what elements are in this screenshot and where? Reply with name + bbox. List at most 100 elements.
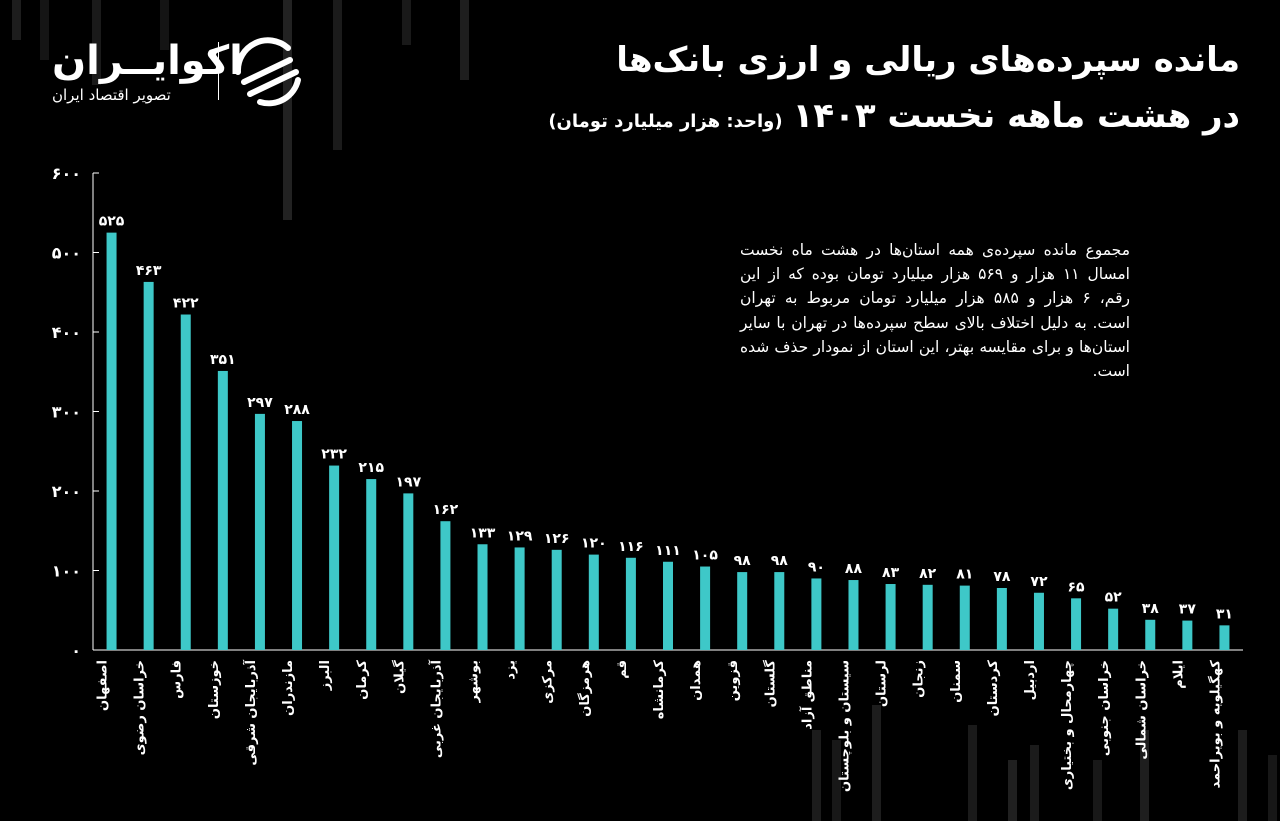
bar-value-label: ۲۹۷ (247, 395, 273, 411)
chart-subtitle: در هشت ماهه نخست ۱۴۰۳ (792, 96, 1240, 136)
bar-value-label: ۳۷ (1179, 602, 1197, 618)
bar-value-label: ۲۱۵ (358, 460, 384, 476)
x-tick-label: چهارمحال و بختیاری (1060, 660, 1075, 790)
bar (254, 413, 265, 650)
brand-name: اکوایــران (52, 38, 243, 84)
decoration-bar (460, 0, 469, 80)
bar-value-label: ۳۸ (1142, 601, 1160, 617)
bar-value-label: ۹۸ (734, 553, 752, 569)
decoration-bar (283, 0, 292, 220)
bar (217, 370, 228, 650)
chart-title: مانده سپرده‌های ریالی و ارزی بانک‌ها (616, 40, 1240, 80)
bar (440, 521, 451, 650)
decoration-bar (872, 705, 881, 821)
decoration-bar (402, 0, 411, 45)
bar-value-label: ۹۰ (808, 559, 825, 575)
bar (848, 580, 859, 650)
bar (663, 561, 673, 650)
bar (514, 547, 525, 650)
x-tick-label: خراسان جنوبی (1097, 660, 1112, 756)
decoration-bar (812, 730, 821, 821)
x-tick-label: مازندران (281, 660, 296, 716)
x-tick-label: ایلام (1171, 660, 1186, 689)
bar (1033, 592, 1044, 650)
bar-value-label: ۱۰۵ (692, 548, 718, 564)
decoration-bar (40, 0, 49, 60)
bar (922, 584, 933, 650)
y-tick-label: ۳۰۰ (52, 403, 81, 422)
bar-value-label: ۲۳۲ (321, 447, 347, 463)
x-tick-label: کهگیلویه و بویراحمد (1207, 660, 1223, 789)
bar (737, 572, 748, 650)
bar-value-label: ۳۱ (1216, 606, 1233, 622)
bar-value-label: ۱۱۱ (655, 543, 681, 559)
bar (292, 421, 303, 650)
bar (996, 587, 1007, 650)
decoration-bar (92, 0, 101, 85)
bar (625, 557, 636, 650)
bar (180, 314, 191, 650)
decoration-bar (1008, 760, 1017, 821)
bar-value-label: ۳۵۱ (210, 352, 236, 368)
y-tick-label: ۶۰۰ (52, 164, 81, 183)
bar-value-label: ۸۱ (956, 567, 973, 583)
bar-value-label: ۵۲۵ (99, 214, 125, 230)
x-tick-label: قم (615, 660, 630, 679)
x-tick-label: مناطق آزاد (798, 660, 815, 730)
bar-value-label: ۲۸۸ (284, 402, 310, 418)
x-tick-label: سمنان (949, 660, 964, 703)
bar-value-label: ۹۸ (771, 553, 789, 569)
bar (106, 232, 117, 650)
x-tick-label: اردبیل (1023, 660, 1038, 700)
x-tick-label: آذربایجان شرقی (242, 659, 259, 765)
decoration-bar (1030, 745, 1039, 821)
x-tick-label: هرمزگان (577, 660, 593, 717)
bar-value-label: ۱۱۶ (618, 539, 644, 555)
x-tick-label: یزد (504, 660, 519, 680)
bar-value-label: ۴۲۲ (173, 296, 199, 312)
bar (774, 572, 785, 650)
bar (588, 554, 599, 650)
decoration-bar (1140, 730, 1149, 821)
bar-value-label: ۴۶۳ (136, 263, 162, 279)
bar-value-label: ۱۲۰ (581, 536, 607, 552)
x-tick-label: خوزستان (207, 660, 222, 719)
x-tick-label: گیلان (391, 660, 407, 694)
x-tick-label: همدان (689, 660, 704, 701)
decoration-bar (832, 740, 841, 821)
y-tick-label: ۲۰۰ (52, 482, 81, 501)
bar (885, 584, 896, 650)
chart-note: مجموع مانده سپرده‌ی همه استان‌ها در هشت … (740, 241, 1131, 381)
x-tick-label: فارس (170, 660, 185, 699)
x-tick-label: گلستان (762, 660, 778, 708)
bar-value-label: ۱۲۹ (507, 528, 533, 544)
y-tick-label: ۵۰۰ (52, 244, 81, 263)
unit-label: (واحد: هزار میلیارد تومان) (548, 111, 783, 132)
x-tick-label: بوشهر (467, 660, 482, 704)
bar (143, 281, 154, 650)
bar (959, 585, 970, 650)
x-tick-label: خراسان شمالی (1134, 660, 1149, 760)
x-tick-label: لرستان (875, 660, 890, 707)
bar-value-label: ۷۸ (993, 569, 1011, 585)
bar (403, 493, 414, 650)
chart-subtitle-row: در هشت ماهه نخست ۱۴۰۳ (واحد: هزار میلیارد… (548, 96, 1240, 136)
bar (1182, 620, 1193, 650)
x-tick-label: کردستان (986, 660, 1001, 717)
x-tick-label: اصفهان (96, 660, 111, 711)
x-tick-label: مرکزی (541, 660, 556, 704)
bar (811, 578, 822, 650)
decoration-bar (160, 0, 169, 50)
y-tick-label: ۰ (71, 641, 81, 660)
x-tick-label: کرمان (355, 660, 370, 700)
bar (329, 465, 340, 650)
bar-value-label: ۸۲ (919, 566, 937, 582)
bar (1071, 598, 1082, 650)
y-tick-label: ۴۰۰ (52, 323, 81, 342)
decoration-bar (968, 725, 977, 821)
bar (1145, 619, 1156, 650)
x-tick-label: قزوین (726, 660, 741, 701)
bar (366, 479, 377, 650)
